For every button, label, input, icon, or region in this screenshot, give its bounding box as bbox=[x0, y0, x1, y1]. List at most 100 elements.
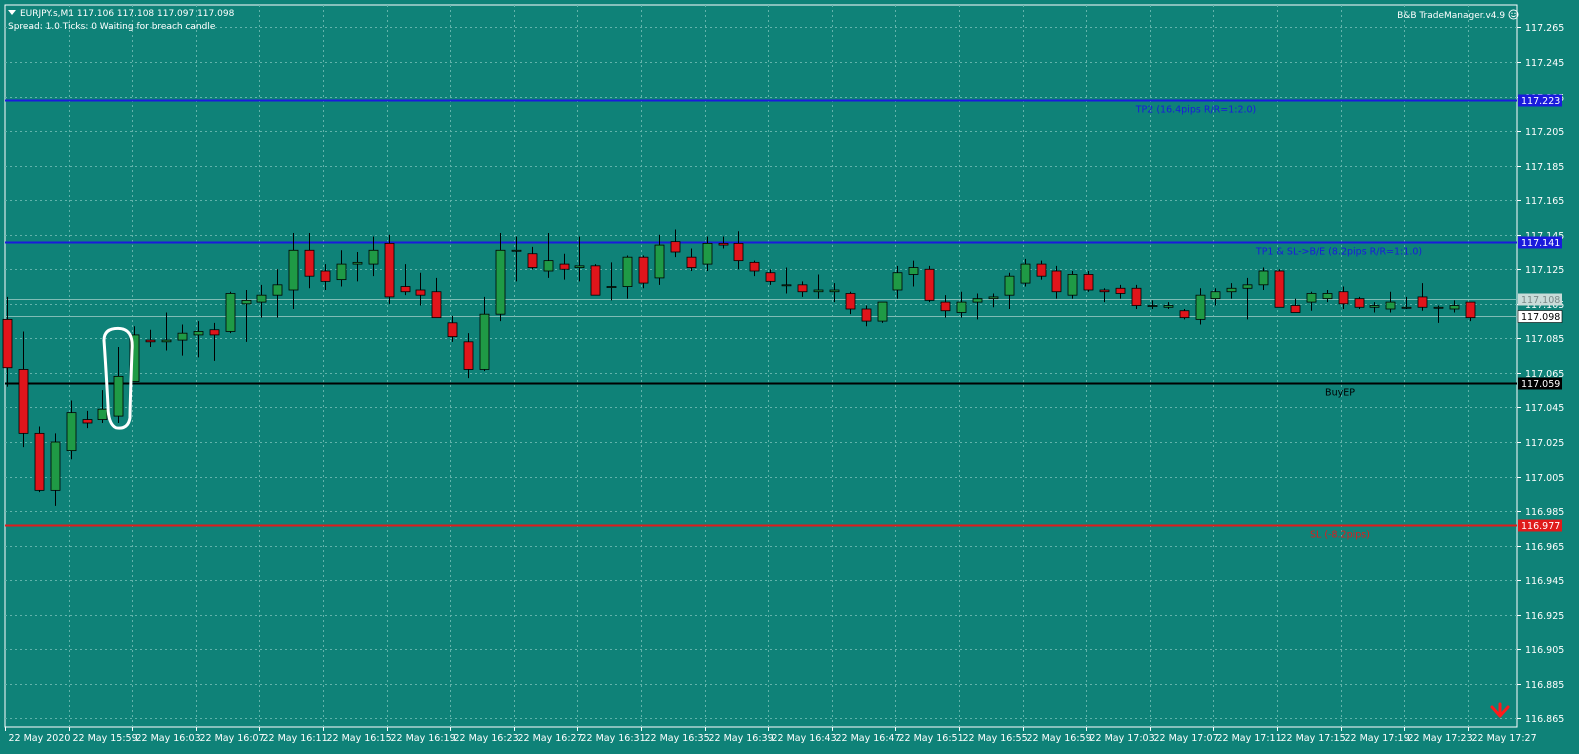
prev-price-tag-bg bbox=[1518, 293, 1562, 306]
bull-candle bbox=[1210, 291, 1221, 300]
price-tick-label: 117.205 bbox=[1525, 127, 1564, 138]
bull-candle bbox=[1306, 293, 1317, 303]
candlestick-series bbox=[2, 229, 1476, 506]
time-tick-label: 22 May 2020 bbox=[9, 733, 71, 744]
bull-candle bbox=[1020, 263, 1031, 284]
bear-candle bbox=[765, 272, 776, 282]
time-tick-label: 22 May 17:03 bbox=[1090, 733, 1155, 744]
time-tick-label: 22 May 16:07 bbox=[200, 733, 265, 744]
stop-loss-line-label: SL (-8.2pips) bbox=[1310, 530, 1370, 541]
price-tick-label: 116.965 bbox=[1525, 542, 1564, 553]
tp1-line-tag-bg bbox=[1518, 236, 1562, 249]
bull-candle bbox=[1401, 306, 1412, 309]
bull-candle bbox=[892, 272, 903, 291]
bear-candle bbox=[1115, 287, 1126, 294]
bear-candle bbox=[447, 322, 458, 338]
bear-candle bbox=[1354, 298, 1365, 308]
bull-candle bbox=[288, 249, 299, 291]
bear-candle bbox=[18, 369, 29, 434]
bull-candle bbox=[606, 286, 617, 288]
bear-candle bbox=[686, 256, 697, 268]
time-tick-label: 22 May 16:35 bbox=[645, 733, 710, 744]
bear-candle bbox=[1131, 287, 1142, 306]
bear-candle bbox=[1051, 270, 1062, 293]
time-tick-label: 22 May 16:03 bbox=[136, 733, 201, 744]
buy-entry-line-label: BuyEP bbox=[1325, 388, 1355, 399]
time-tick-label: 22 May 16:55 bbox=[963, 733, 1028, 744]
time-tick-label: 22 May 17:19 bbox=[1345, 733, 1410, 744]
bear-candle bbox=[415, 289, 426, 296]
bear-candle bbox=[82, 419, 93, 424]
price-tick-label: 117.125 bbox=[1525, 265, 1564, 276]
price-tick-label: 117.085 bbox=[1525, 334, 1564, 345]
bull-candle bbox=[813, 289, 824, 293]
bull-candle bbox=[1433, 306, 1444, 309]
stop-loss-line-tag: 116.977 bbox=[1521, 521, 1560, 532]
bear-candle bbox=[670, 241, 681, 253]
bear-candle bbox=[797, 284, 808, 293]
bull-candle bbox=[352, 261, 363, 265]
smiley-icon bbox=[1508, 9, 1519, 20]
chart-menu-triangle-icon[interactable] bbox=[8, 10, 16, 15]
bull-candle bbox=[574, 265, 585, 268]
bull-candle bbox=[256, 294, 267, 303]
bear-candle bbox=[1036, 263, 1047, 277]
bear-candle bbox=[400, 286, 411, 293]
symbol-info: EURJPY.s,M1 117.106 117.108 117.097 117.… bbox=[20, 9, 235, 19]
bull-candle bbox=[129, 334, 140, 382]
price-axis: 117.265117.245117.225117.205117.185117.1… bbox=[1517, 23, 1564, 725]
bull-candle bbox=[654, 244, 665, 279]
price-tick-label: 117.065 bbox=[1525, 369, 1564, 380]
bear-candle bbox=[590, 265, 601, 296]
bear-candle bbox=[34, 432, 45, 491]
bear-candle bbox=[1083, 274, 1094, 291]
bull-candle bbox=[1385, 301, 1396, 310]
price-tick-label: 117.265 bbox=[1525, 23, 1564, 34]
bull-candle bbox=[113, 375, 124, 417]
bear-candle bbox=[463, 341, 474, 370]
tp1-line-tag: 117.141 bbox=[1521, 238, 1560, 249]
down-arrow-icon bbox=[1490, 702, 1510, 718]
bull-candle bbox=[622, 256, 633, 287]
prev-price-tag: 117.108 bbox=[1521, 295, 1560, 306]
bull-candle bbox=[1449, 305, 1460, 310]
bear-candle bbox=[940, 301, 951, 312]
bear-candle bbox=[1338, 291, 1349, 305]
status-line: Spread: 1.0 Ticks: 0 Waiting for breach … bbox=[8, 22, 216, 32]
bull-candle bbox=[956, 301, 967, 313]
time-tick-label: 22 May 16:39 bbox=[709, 733, 774, 744]
time-tick-label: 22 May 16:27 bbox=[518, 733, 583, 744]
bull-candle bbox=[988, 296, 999, 300]
price-tick-label: 116.925 bbox=[1525, 611, 1564, 622]
bear-candle bbox=[733, 242, 744, 262]
bull-candle bbox=[1242, 284, 1253, 289]
bull-candle bbox=[495, 249, 506, 315]
stop-loss-line-tag-bg bbox=[1518, 519, 1562, 532]
bull-candle bbox=[908, 267, 919, 275]
chart-header: EURJPY.s,M1 117.106 117.108 117.097 117.… bbox=[8, 8, 234, 34]
bull-candle bbox=[225, 293, 236, 332]
bear-candle bbox=[2, 318, 13, 369]
bear-candle bbox=[924, 268, 935, 301]
indicator-label: B&B TradeManager.v4.9 bbox=[1397, 9, 1519, 21]
price-tick-label: 117.245 bbox=[1525, 58, 1564, 69]
bull-candle bbox=[50, 441, 61, 491]
time-tick-label: 22 May 17:11 bbox=[1217, 733, 1282, 744]
bear-candle bbox=[559, 263, 570, 270]
bull-candle bbox=[97, 408, 108, 420]
price-tick-label: 117.005 bbox=[1525, 473, 1564, 484]
tp1-line-label: TP1 & SL->B/E (8.2pips R/R=1:1.0) bbox=[1255, 247, 1422, 258]
bull-candle bbox=[368, 249, 379, 265]
price-tick-label: 117.045 bbox=[1525, 403, 1564, 414]
bear-candle bbox=[861, 308, 872, 322]
bear-candle bbox=[527, 253, 538, 268]
plot-frame bbox=[4, 4, 1518, 728]
time-tick-label: 22 May 17:15 bbox=[1281, 733, 1346, 744]
bear-candle bbox=[384, 242, 395, 298]
price-tags: 117.223 117.141 117.059 116.977 117.108 117.0… bbox=[1517, 94, 1563, 532]
bear-candle bbox=[1179, 310, 1190, 319]
bear-candle bbox=[1465, 301, 1476, 319]
bear-candle bbox=[1099, 289, 1110, 293]
